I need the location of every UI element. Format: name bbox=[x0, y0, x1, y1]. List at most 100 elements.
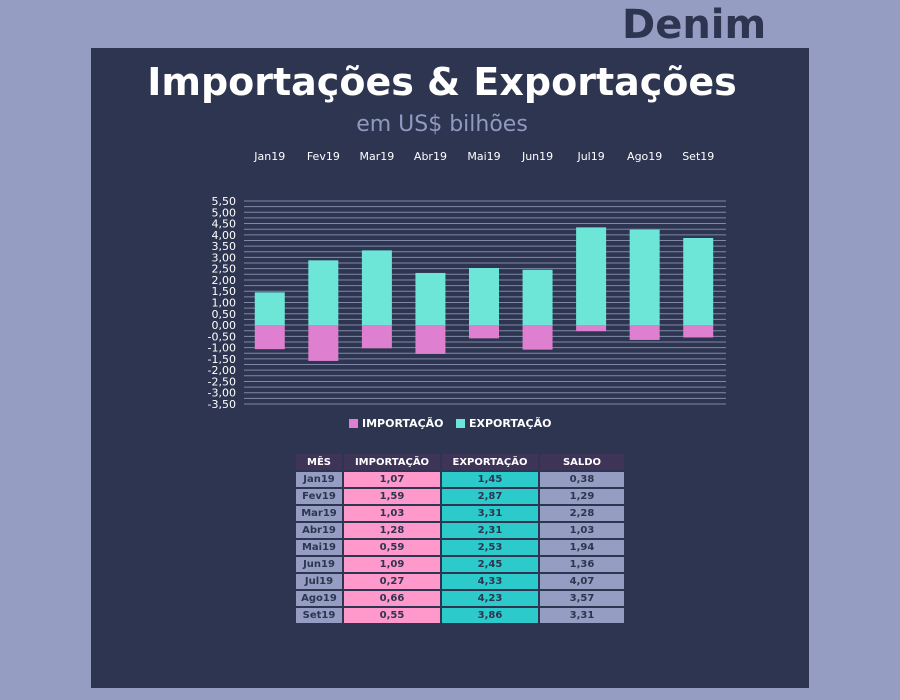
y-tick-label: 1,00 bbox=[212, 297, 237, 310]
y-tick-label: 3,50 bbox=[212, 240, 237, 253]
cell-importacao: 1,28 bbox=[344, 523, 440, 538]
cell-saldo: 1,03 bbox=[540, 523, 624, 538]
bar-importacao bbox=[629, 325, 660, 340]
data-table: MÊS IMPORTAÇÃO EXPORTAÇÃO SALDO Jan19 1,0… bbox=[294, 452, 626, 625]
x-tick-label: Jun19 bbox=[521, 150, 553, 163]
bar-exportacao bbox=[522, 269, 553, 326]
x-tick-label: Mar19 bbox=[360, 150, 395, 163]
bar-exportacao bbox=[469, 267, 499, 326]
cell-exportacao: 3,31 bbox=[442, 506, 538, 521]
cell-saldo: 2,28 bbox=[540, 506, 624, 521]
cell-saldo: 1,29 bbox=[540, 489, 624, 504]
y-tick-label: -2,00 bbox=[208, 364, 236, 377]
y-tick-label: -1,00 bbox=[208, 342, 236, 355]
header-exportacao: EXPORTAÇÃO bbox=[442, 454, 538, 470]
bar-importacao bbox=[415, 325, 446, 354]
cell-exportacao: 4,23 bbox=[442, 591, 538, 606]
cell-saldo: 1,36 bbox=[540, 557, 624, 572]
bar-exportacao bbox=[415, 272, 446, 326]
cell-importacao: 0,55 bbox=[344, 608, 440, 623]
bar-importacao bbox=[361, 325, 392, 349]
cell-mes: Jul19 bbox=[296, 574, 342, 589]
y-tick-label: 0,00 bbox=[212, 319, 237, 332]
cell-saldo: 4,07 bbox=[540, 574, 624, 589]
cell-exportacao: 2,45 bbox=[442, 557, 538, 572]
table-row: Abr19 1,28 2,31 1,03 bbox=[296, 523, 624, 538]
table-row: Jan19 1,07 1,45 0,38 bbox=[296, 472, 624, 487]
bar-importacao bbox=[308, 325, 339, 361]
y-tick-label: 5,50 bbox=[212, 195, 237, 208]
cell-mes: Set19 bbox=[296, 608, 342, 623]
table-row: Set19 0,55 3,86 3,31 bbox=[296, 608, 624, 623]
x-tick-label: Ago19 bbox=[627, 150, 662, 163]
table-header-row: MÊS IMPORTAÇÃO EXPORTAÇÃO SALDO bbox=[296, 454, 624, 470]
y-tick-label: -0,50 bbox=[208, 330, 236, 343]
bar-importacao bbox=[522, 325, 553, 350]
x-tick-label: Abr19 bbox=[414, 150, 447, 163]
bar-importacao bbox=[469, 325, 499, 339]
chart-subtitle: em US$ bilhões bbox=[356, 112, 528, 137]
bar-exportacao bbox=[576, 227, 607, 326]
bar-exportacao bbox=[683, 237, 714, 326]
legend-swatch-exportacao bbox=[456, 419, 465, 428]
x-tick-label: Set19 bbox=[682, 150, 714, 163]
header-mes: MÊS bbox=[296, 454, 342, 470]
x-tick-label: Mai19 bbox=[467, 150, 500, 163]
cell-importacao: 1,07 bbox=[344, 472, 440, 487]
bar-exportacao bbox=[361, 250, 392, 326]
y-tick-label: 0,50 bbox=[212, 308, 237, 321]
cell-saldo: 3,31 bbox=[540, 608, 624, 623]
bar-importacao bbox=[576, 325, 607, 332]
y-tick-label: -3,50 bbox=[208, 398, 236, 411]
table-row: Ago19 0,66 4,23 3,57 bbox=[296, 591, 624, 606]
cell-importacao: 1,09 bbox=[344, 557, 440, 572]
table-row: Jul19 0,27 4,33 4,07 bbox=[296, 574, 624, 589]
legend-swatch-importacao bbox=[349, 419, 358, 428]
cell-saldo: 1,94 bbox=[540, 540, 624, 555]
y-tick-label: 2,50 bbox=[212, 263, 237, 276]
x-tick-label: Jan19 bbox=[253, 150, 285, 163]
table-row: Mai19 0,59 2,53 1,94 bbox=[296, 540, 624, 555]
cell-importacao: 0,66 bbox=[344, 591, 440, 606]
bar-exportacao bbox=[629, 229, 660, 326]
y-tick-label: 2,00 bbox=[212, 274, 237, 287]
y-tick-label: -2,50 bbox=[208, 375, 236, 388]
cell-importacao: 0,59 bbox=[344, 540, 440, 555]
x-tick-label: Jul19 bbox=[576, 150, 604, 163]
cell-exportacao: 1,45 bbox=[442, 472, 538, 487]
cell-exportacao: 3,86 bbox=[442, 608, 538, 623]
x-tick-label: Fev19 bbox=[307, 150, 340, 163]
cell-mes: Jan19 bbox=[296, 472, 342, 487]
chart-title: Importações & Exportações bbox=[147, 60, 737, 104]
bar-exportacao bbox=[308, 260, 339, 326]
table-row: Jun19 1,09 2,45 1,36 bbox=[296, 557, 624, 572]
table-row: Mar19 1,03 3,31 2,28 bbox=[296, 506, 624, 521]
cell-importacao: 1,03 bbox=[344, 506, 440, 521]
y-tick-label: -3,00 bbox=[208, 387, 236, 400]
table-row: Fev19 1,59 2,87 1,29 bbox=[296, 489, 624, 504]
y-tick-label: -1,50 bbox=[208, 353, 236, 366]
y-tick-label: 5,00 bbox=[212, 206, 237, 219]
y-tick-label: 4,50 bbox=[212, 218, 237, 231]
legend-label-exportacao: EXPORTAÇÃO bbox=[469, 417, 551, 430]
cell-importacao: 0,27 bbox=[344, 574, 440, 589]
legend-label-importacao: IMPORTAÇÃO bbox=[362, 417, 444, 430]
y-tick-label: 4,00 bbox=[212, 229, 237, 242]
cell-exportacao: 2,87 bbox=[442, 489, 538, 504]
cell-mes: Ago19 bbox=[296, 591, 342, 606]
header-importacao: IMPORTAÇÃO bbox=[344, 454, 440, 470]
y-tick-label: 1,50 bbox=[212, 285, 237, 298]
cell-saldo: 3,57 bbox=[540, 591, 624, 606]
cell-saldo: 0,38 bbox=[540, 472, 624, 487]
bar-importacao bbox=[254, 325, 285, 350]
bar-importacao bbox=[683, 325, 714, 338]
cell-exportacao: 4,33 bbox=[442, 574, 538, 589]
brand-logo: Denim bbox=[622, 2, 767, 48]
bar-exportacao bbox=[254, 292, 285, 326]
cell-importacao: 1,59 bbox=[344, 489, 440, 504]
cell-mes: Mar19 bbox=[296, 506, 342, 521]
cell-mes: Abr19 bbox=[296, 523, 342, 538]
cell-mes: Mai19 bbox=[296, 540, 342, 555]
y-tick-label: 3,00 bbox=[212, 251, 237, 264]
